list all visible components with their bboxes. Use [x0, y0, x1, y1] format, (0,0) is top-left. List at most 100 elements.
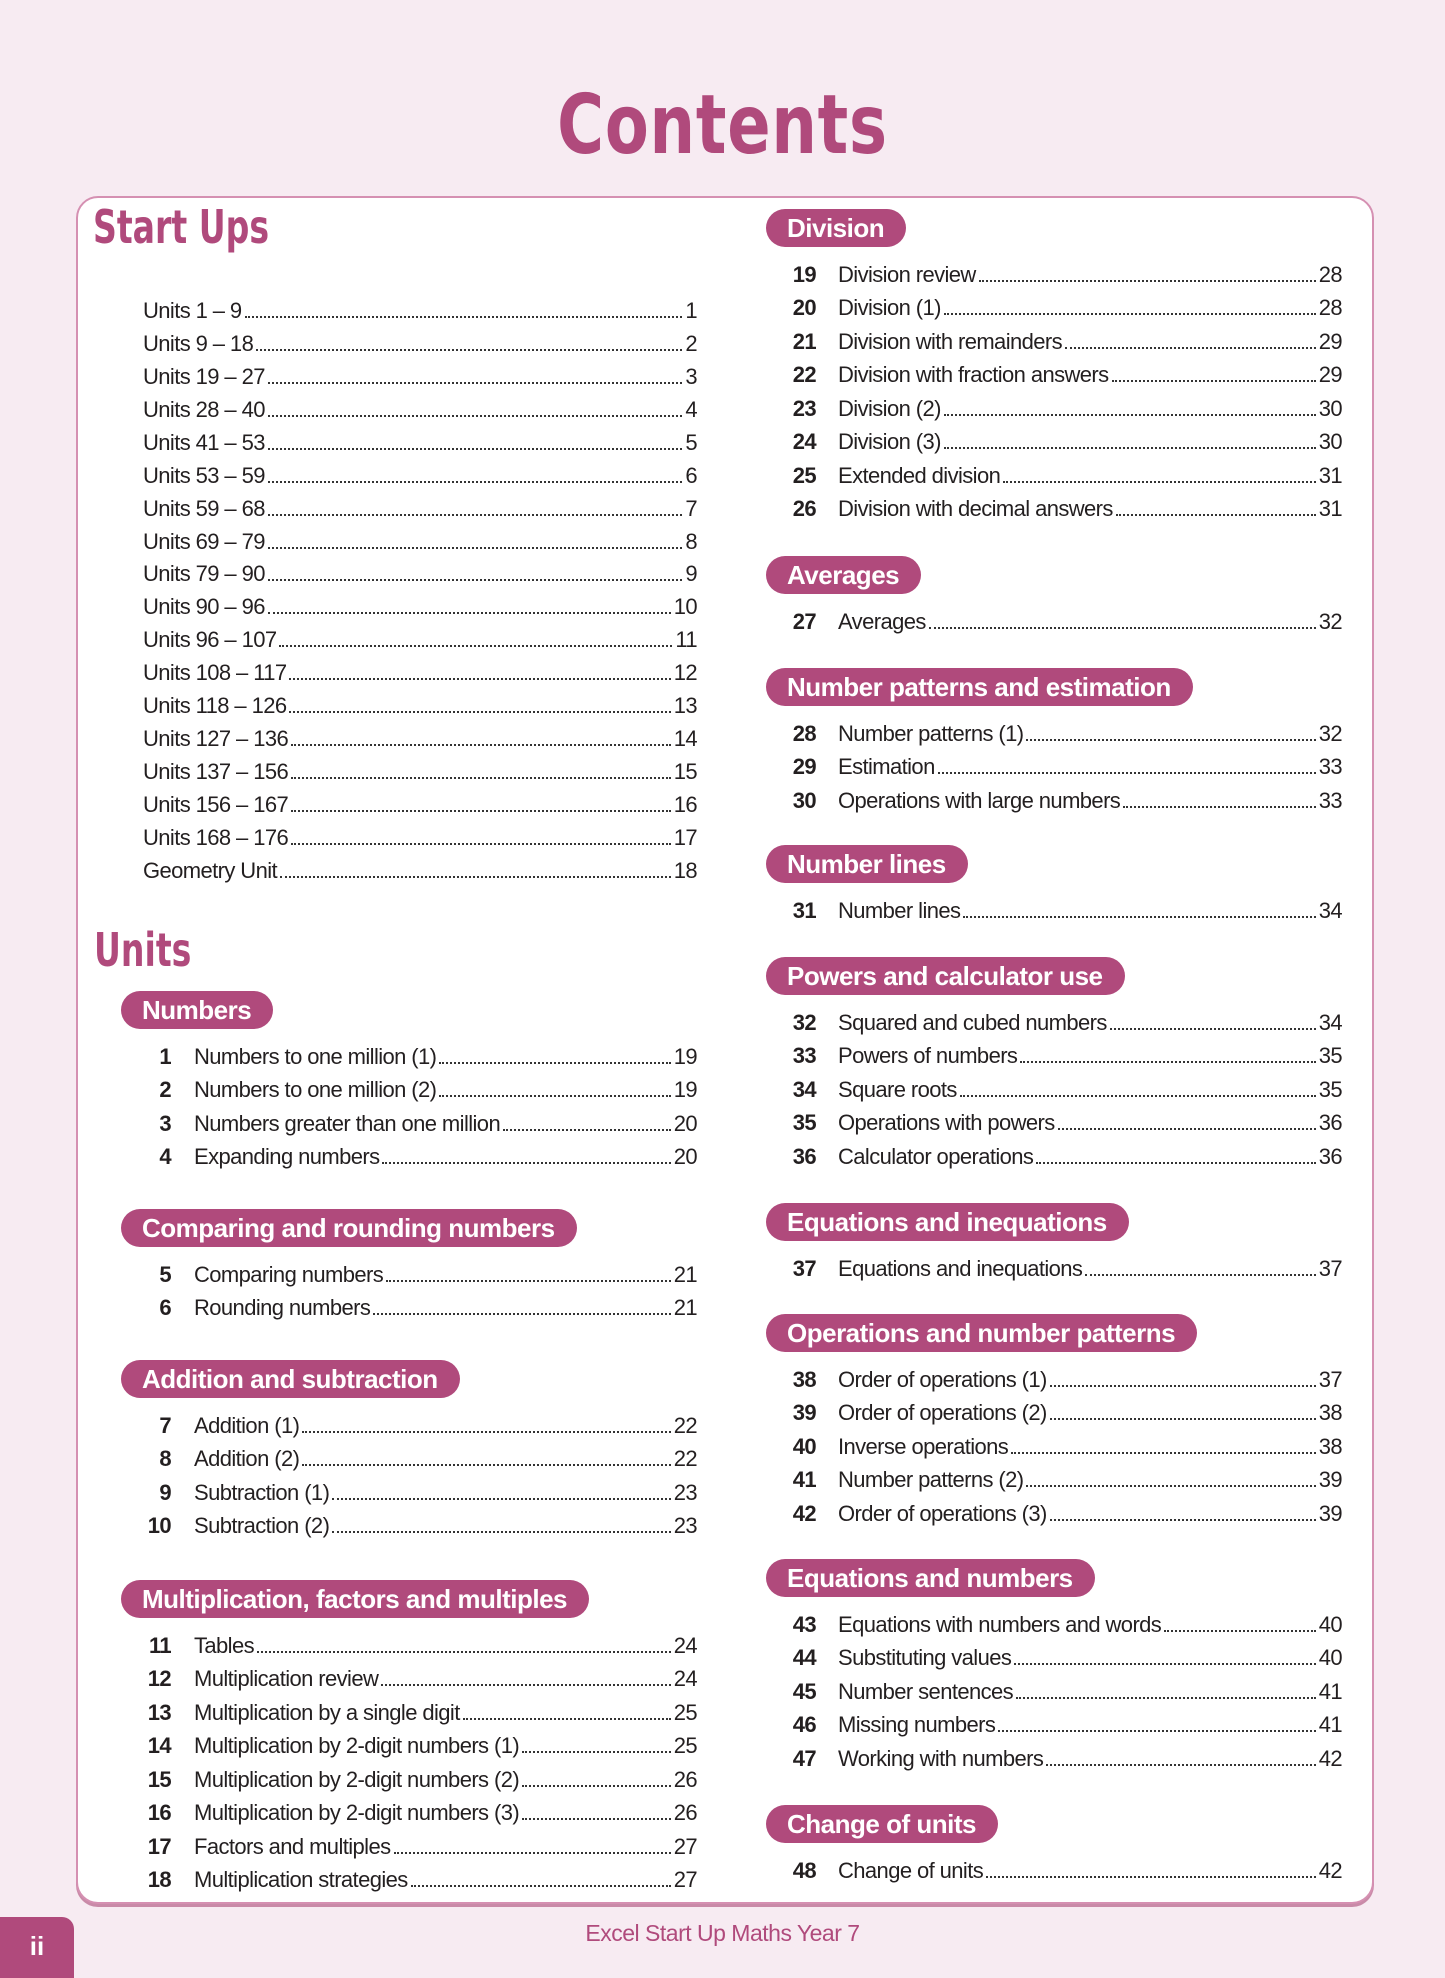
toc-entry[interactable]: 8 Addition (2) 22: [143, 1439, 697, 1473]
toc-entry[interactable]: 20 Division (1) 28: [786, 288, 1343, 322]
toc-entry[interactable]: 40 Inverse operations 38: [786, 1426, 1343, 1460]
toc-entry[interactable]: Units 156 – 167 16: [143, 785, 698, 818]
toc-entry[interactable]: 10 Subtraction (2) 23: [143, 1506, 698, 1540]
unit-number: 41: [792, 1467, 817, 1492]
entry-title: Numbers greater than one million: [194, 1110, 501, 1136]
toc-entry[interactable]: 13 Multiplication by a single digit 25: [143, 1692, 698, 1726]
dot-leader: [267, 447, 683, 450]
toc-entry[interactable]: 44 Substituting values 40: [786, 1638, 1343, 1672]
toc-entry[interactable]: 42 Order of operations (3) 39: [786, 1493, 1343, 1527]
toc-entry[interactable]: 24 Division (3) 30: [786, 422, 1343, 456]
toc-entry[interactable]: Units 96 – 107 11: [143, 620, 698, 653]
toc-entry[interactable]: 18 Multiplication strategies 27: [143, 1860, 698, 1894]
toc-entry[interactable]: 17 Factors and multiples 27: [143, 1826, 698, 1860]
toc-entry[interactable]: 29 Estimation 33: [786, 747, 1343, 781]
toc-entry[interactable]: 36 Calculator operations 36: [786, 1136, 1343, 1170]
toc-entry[interactable]: Units 59 – 68 7: [143, 489, 698, 522]
toc-entry[interactable]: 2 Numbers to one million (2) 19: [143, 1070, 697, 1104]
toc-entry[interactable]: 19 Division review 28: [786, 254, 1343, 288]
entry-title: Equations and inequations: [838, 1255, 1083, 1281]
unit-number: 9: [159, 1479, 171, 1505]
toc-entry[interactable]: 41 Number patterns (2) 39: [786, 1460, 1343, 1494]
toc-entry[interactable]: Units 168 – 176 17: [143, 818, 698, 851]
section-items: 5 Comparing numbers 21 6 Rounding numbers 21: [143, 1254, 697, 1321]
toc-entry[interactable]: 27 Averages 32: [786, 601, 1343, 635]
dot-leader: [1164, 1629, 1316, 1632]
toc-entry[interactable]: 22 Division with fraction answers 29: [786, 355, 1343, 389]
entry-page: 10: [673, 594, 698, 620]
toc-entry[interactable]: Units 41 – 53 5: [143, 423, 698, 456]
toc-entry[interactable]: 7 Addition (1) 22: [143, 1405, 697, 1439]
toc-entry[interactable]: Units 127 – 136 14: [143, 719, 698, 752]
page-title: Contents: [557, 78, 888, 173]
toc-entry[interactable]: Units 53 – 59 6: [143, 456, 698, 489]
entry-title: Operations with large numbers: [838, 787, 1121, 813]
toc-entry[interactable]: 4 Expanding numbers 20: [143, 1137, 697, 1171]
toc-entry[interactable]: 21 Division with remainders 29: [786, 321, 1343, 355]
toc-entry[interactable]: 37 Equations and inequations 37: [786, 1248, 1343, 1282]
toc-entry[interactable]: 39 Order of operations (2) 38: [786, 1393, 1343, 1427]
toc-entry[interactable]: 38 Order of operations (1) 37: [786, 1359, 1343, 1393]
toc-entry[interactable]: Units 9 – 18 2: [143, 324, 698, 357]
toc-entry[interactable]: Units 28 – 40 4: [143, 390, 698, 423]
toc-entry[interactable]: 12 Multiplication review 24: [143, 1659, 698, 1693]
unit-number: 47: [792, 1745, 817, 1771]
toc-entry[interactable]: 35 Operations with powers 36: [786, 1103, 1343, 1137]
section-pill: Multiplication, factors and multiples: [121, 1580, 589, 1618]
dot-leader: [302, 1464, 671, 1466]
toc-entry[interactable]: Units 137 – 156 15: [143, 752, 698, 785]
entry-page: 14: [673, 726, 698, 752]
toc-entry[interactable]: Units 69 – 79 8: [143, 522, 698, 555]
toc-entry[interactable]: 46 Missing numbers 41: [786, 1705, 1343, 1739]
toc-entry[interactable]: 25 Extended division 31: [786, 455, 1343, 489]
toc-entry[interactable]: 45 Number sentences 41: [786, 1671, 1343, 1705]
toc-entry[interactable]: 28 Number patterns (1) 32: [786, 713, 1343, 747]
dot-leader: [1020, 1061, 1316, 1063]
toc-entry[interactable]: Units 1 – 9 1: [143, 291, 698, 324]
toc-entry[interactable]: 23 Division (2) 30: [786, 388, 1343, 422]
entry-page: 26: [673, 1800, 698, 1825]
unit-number: 28: [792, 720, 817, 746]
toc-entry[interactable]: 11 Tables 24: [143, 1625, 698, 1659]
entry-title: Units 90 – 96: [143, 594, 265, 620]
toc-entry[interactable]: Units 90 – 96 10: [143, 587, 698, 620]
toc-entry[interactable]: 9 Subtraction (1) 23: [143, 1472, 697, 1506]
dot-leader: [1109, 1027, 1316, 1030]
section-numbers: Numbers 1 Numbers to one million (1) 19 2 Num…: [121, 991, 698, 1171]
section-number-lines: Number lines 31 Number lines 34: [766, 845, 1343, 924]
entry-page: 34: [1318, 897, 1343, 923]
toc-entry[interactable]: 6 Rounding numbers 21: [143, 1288, 697, 1322]
entry-page: 33: [1318, 754, 1343, 779]
toc-entry[interactable]: 34 Square roots 35: [786, 1069, 1343, 1103]
toc-entry[interactable]: 5 Comparing numbers 21: [143, 1254, 697, 1288]
toc-entry[interactable]: 33 Powers of numbers 35: [786, 1036, 1343, 1070]
toc-entry[interactable]: 43 Equations with numbers and words 40: [786, 1604, 1343, 1638]
toc-entry[interactable]: 30 Operations with large numbers 33: [786, 780, 1343, 814]
toc-entry[interactable]: Geometry Unit 18: [143, 851, 698, 884]
unit-number: 33: [792, 1043, 817, 1068]
entry-page: 31: [1318, 496, 1343, 521]
unit-number: 27: [792, 608, 817, 634]
unit-number: 30: [792, 787, 817, 813]
entry-page: 27: [673, 1833, 698, 1859]
toc-entry[interactable]: 15 Multiplication by 2-digit numbers (2) 2…: [143, 1759, 698, 1793]
toc-entry[interactable]: Units 108 – 117 12: [143, 653, 698, 686]
dot-leader: [382, 1162, 671, 1164]
entry-title: Working with numbers: [838, 1745, 1044, 1771]
dot-leader: [280, 875, 671, 878]
toc-entry[interactable]: Units 19 – 27 3: [143, 357, 698, 390]
entry-title: Multiplication by 2-digit numbers (3): [194, 1800, 520, 1825]
toc-entry[interactable]: 48 Change of units 42: [786, 1850, 1343, 1884]
entry-page: 18: [673, 857, 698, 883]
toc-entry[interactable]: 26 Division with decimal answers 31: [786, 489, 1343, 523]
toc-entry[interactable]: Units 118 – 126 13: [143, 686, 698, 719]
toc-entry[interactable]: 14 Multiplication by 2-digit numbers (1) 2…: [143, 1726, 698, 1760]
toc-entry[interactable]: 32 Squared and cubed numbers 34: [786, 1002, 1343, 1036]
toc-entry[interactable]: Units 79 – 90 9: [143, 555, 698, 588]
toc-entry[interactable]: 16 Multiplication by 2-digit numbers (3) 2…: [143, 1793, 698, 1827]
toc-entry[interactable]: 47 Working with numbers 42: [786, 1738, 1343, 1772]
entry-page: 30: [1318, 429, 1343, 454]
toc-entry[interactable]: 31 Number lines 34: [786, 890, 1343, 924]
toc-entry[interactable]: 3 Numbers greater than one million 20: [143, 1103, 697, 1137]
toc-entry[interactable]: 1 Numbers to one million (1) 19: [143, 1036, 697, 1070]
